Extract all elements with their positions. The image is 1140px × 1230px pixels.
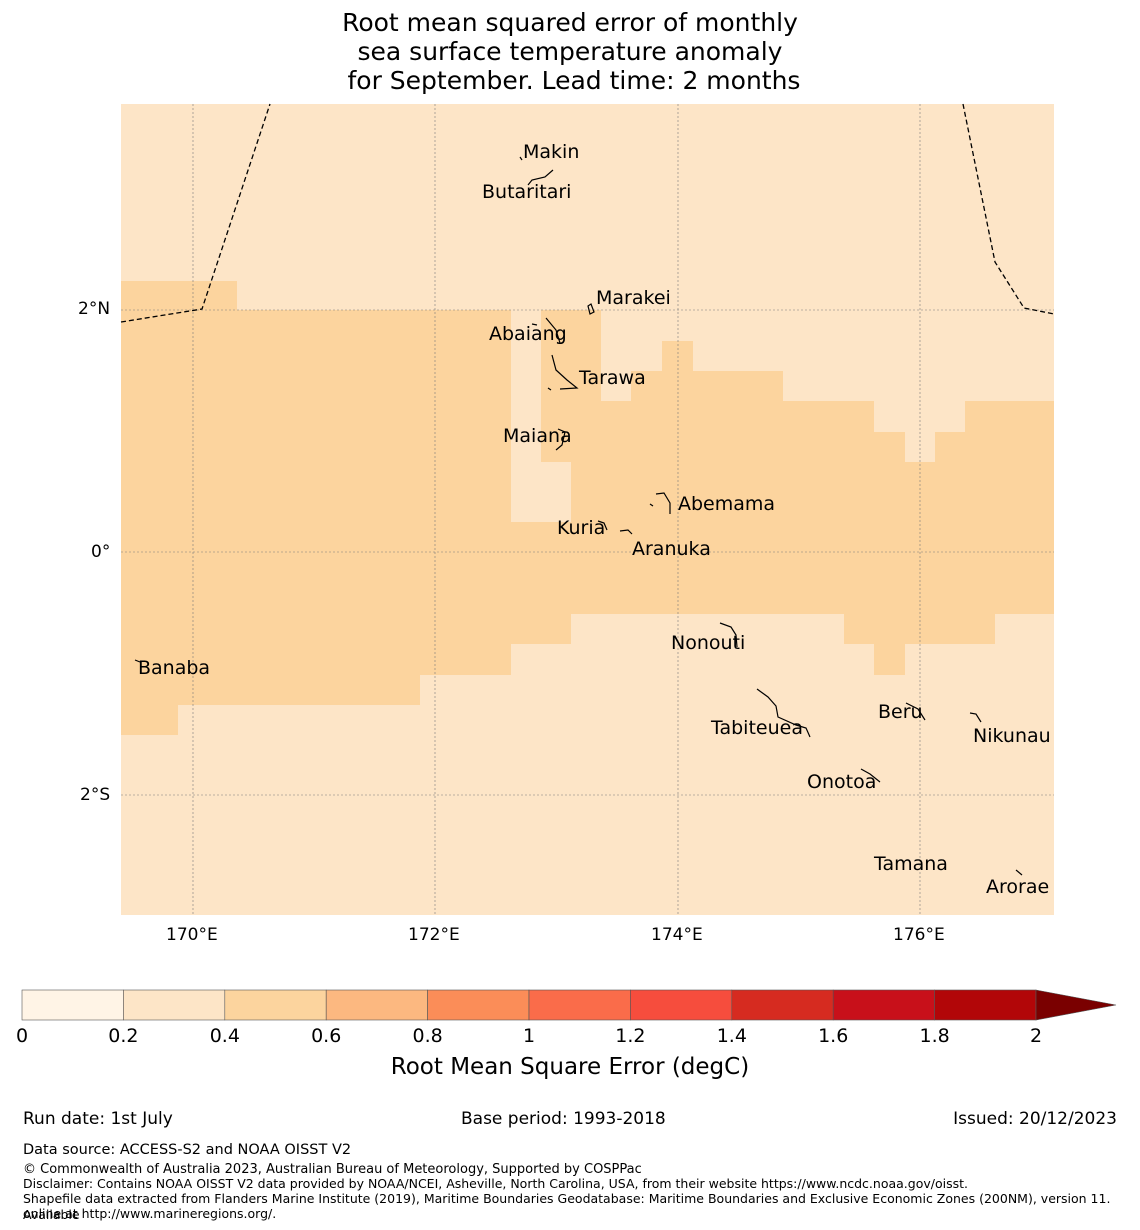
shapefile-note-2: online at http://www.marineregions.org/.: [23, 1206, 277, 1221]
colorbar-segment: [427, 989, 530, 1021]
rmse-cell-light: [571, 310, 601, 462]
lat-label-2n: 2°N: [78, 299, 111, 319]
island-label-onotoa: Onotoa: [807, 771, 877, 793]
island-label-beru: Beru: [878, 701, 923, 723]
colorbar-tick-label: 1: [522, 1025, 536, 1047]
colorbar-segment: [123, 989, 226, 1021]
title-line-3: for September. Lead time: 2 months: [339, 66, 801, 95]
colorbar-segment: [224, 989, 327, 1021]
lon-label-170e: 170°E: [166, 925, 218, 945]
colorbar-tick-label: 0.6: [311, 1025, 342, 1047]
issued-date: Issued: 20/12/2023: [953, 1109, 1117, 1129]
island-label-abaiang: Abaiang: [489, 323, 567, 345]
lon-label-172e: 172°E: [408, 925, 460, 945]
lon-label-174e: 174°E: [651, 925, 703, 945]
colorbar-tick-label: 0: [15, 1025, 29, 1047]
colorbar-segment: [21, 989, 124, 1021]
lon-label-176e: 176°E: [893, 925, 945, 945]
colorbar-tick-label: 1.6: [818, 1025, 849, 1047]
base-period: Base period: 1993-2018: [461, 1109, 666, 1129]
colorbar-tick-label: 1.8: [919, 1025, 950, 1047]
colorbar-tick-label: 2: [1029, 1025, 1043, 1047]
island-label-tarawa: Tarawa: [579, 367, 646, 389]
colorbar-segment: [630, 989, 733, 1021]
island-label-tamana: Tamana: [874, 853, 948, 875]
gridlines: [121, 104, 1054, 915]
lat-label-2s: 2°S: [80, 785, 111, 805]
colorbar-tick-label: 0.8: [412, 1025, 443, 1047]
rmse-cell-light: [511, 310, 541, 462]
colorbar-tick-label: 1.2: [615, 1025, 646, 1047]
colorbar-tick-label: 0.2: [108, 1025, 139, 1047]
island-label-nonouti: Nonouti: [671, 632, 746, 654]
island-label-makin: Makin: [523, 141, 580, 163]
island-label-kuria: Kuria: [557, 517, 606, 539]
island-label-aranuka: Aranuka: [632, 538, 711, 560]
disclaimer-note: Disclaimer: Contains NOAA OISST V2 data …: [23, 1176, 968, 1191]
rmse-region-0.4-0.6: [121, 281, 1054, 735]
title-line-1: Root mean squared error of monthly: [342, 8, 798, 37]
island-label-abemama: Abemama: [678, 493, 776, 515]
shapefile-note-1: Shapefile data extracted from Flanders M…: [23, 1191, 1111, 1222]
rmse-cell-light: [541, 462, 571, 522]
island-label-arorae: Arorae: [986, 876, 1050, 898]
island-label-butaritari: Butaritari: [482, 181, 572, 203]
colorbar-segment: [528, 989, 631, 1021]
colorbar-segment: [325, 989, 428, 1021]
eez-boundaries: [120, 103, 1055, 323]
colorbar-segment: [934, 989, 1037, 1021]
data-source: Data source: ACCESS-S2 and NOAA OISST V2: [23, 1142, 352, 1158]
island-label-tabiteuea: Tabiteuea: [711, 717, 803, 739]
chart-title: Root mean squared error of monthly sea s…: [0, 8, 1140, 95]
lat-label-0: 0°: [91, 542, 111, 562]
colorbar-segment: [731, 989, 834, 1021]
island-label-marakei: Marakei: [596, 287, 671, 309]
colorbar-segment: [832, 989, 935, 1021]
copyright-note: © Commonwealth of Australia 2023, Austra…: [23, 1162, 642, 1177]
island-label-banaba: Banaba: [138, 657, 211, 679]
rmse-cell-light: [541, 310, 571, 462]
title-line-2: sea surface temperature anomaly: [357, 37, 783, 66]
colorbar-tick-label: 1.4: [716, 1025, 747, 1047]
colorbar: [21, 989, 1117, 1021]
island-label-nikunau: Nikunau: [973, 725, 1051, 747]
colorbar-tick-label: 0.4: [209, 1025, 240, 1047]
colorbar-label: Root Mean Square Error (degC): [390, 1054, 750, 1080]
island-label-maiana: Maiana: [503, 425, 572, 447]
island-outlines: [134, 156, 1023, 876]
colorbar-extend-arrow: [1035, 989, 1117, 1021]
run-date: Run date: 1st July: [23, 1109, 173, 1129]
